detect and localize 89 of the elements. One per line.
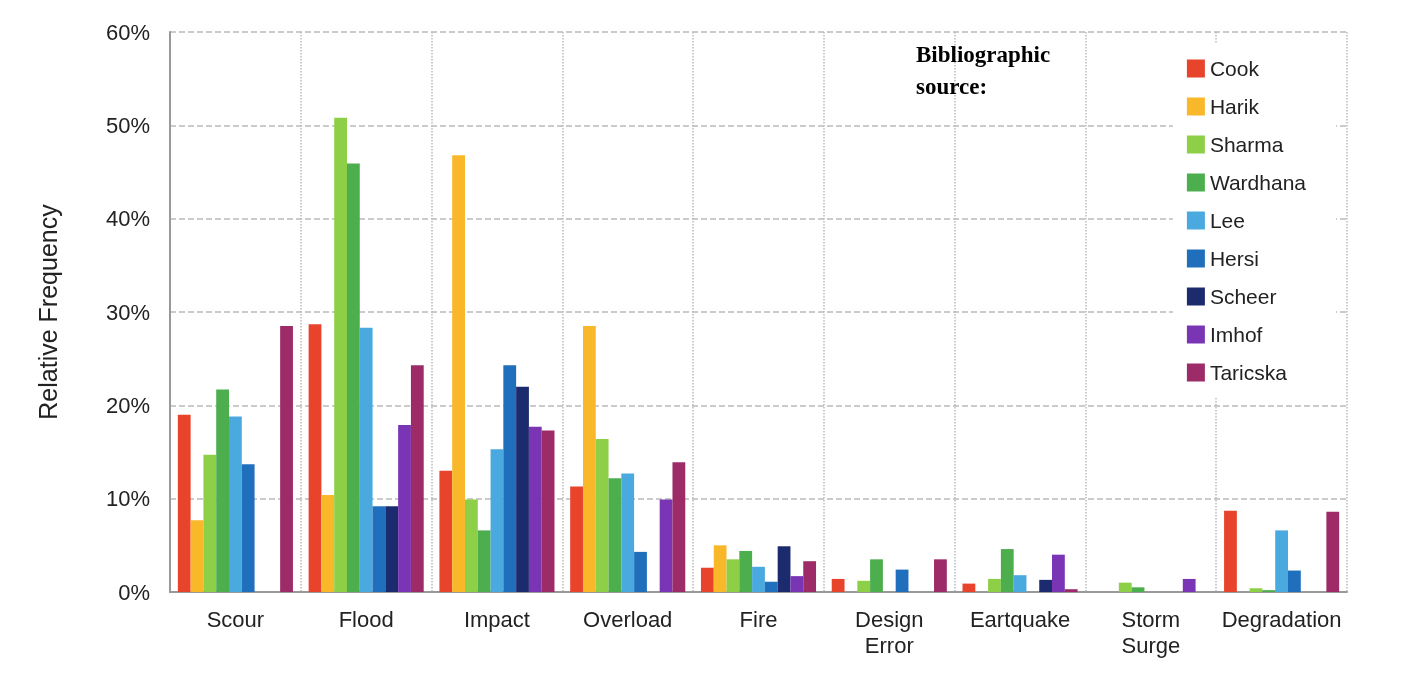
y-tick-label: 20% bbox=[105, 392, 150, 418]
bar bbox=[385, 506, 399, 592]
bar bbox=[1249, 588, 1263, 592]
legend-label: Imhof bbox=[1209, 323, 1263, 346]
bar bbox=[1288, 570, 1301, 592]
bar bbox=[439, 470, 453, 592]
bar bbox=[1052, 554, 1065, 592]
x-tick-label: Overload bbox=[583, 606, 673, 632]
bar bbox=[1131, 587, 1145, 592]
bar bbox=[1064, 589, 1078, 592]
bar bbox=[1275, 530, 1288, 592]
bar bbox=[241, 464, 255, 592]
legend-title: Bibliographic source: bbox=[916, 41, 1056, 99]
x-tick-label: Design Error bbox=[855, 606, 924, 658]
bar bbox=[541, 430, 555, 592]
bar bbox=[870, 559, 883, 592]
bar bbox=[490, 449, 504, 592]
x-tick-label: Fire bbox=[739, 606, 778, 632]
bar bbox=[216, 389, 229, 592]
x-tick-label: Eartquake bbox=[969, 606, 1071, 632]
x-tick-label: Scour bbox=[206, 606, 265, 632]
bar bbox=[934, 559, 947, 592]
legend-label: Cook bbox=[1209, 57, 1260, 80]
x-tick-label: Impact bbox=[463, 606, 530, 632]
bar bbox=[516, 386, 529, 592]
bar bbox=[790, 576, 804, 592]
bar bbox=[752, 566, 765, 592]
bar bbox=[595, 438, 609, 592]
legend-label: Harik bbox=[1209, 95, 1260, 118]
bar bbox=[726, 559, 740, 592]
y-tick-label: 30% bbox=[105, 299, 150, 325]
bar bbox=[321, 494, 335, 592]
bar bbox=[203, 454, 217, 592]
bar bbox=[477, 530, 491, 592]
bar bbox=[582, 326, 596, 592]
bar bbox=[177, 414, 191, 592]
bar bbox=[962, 583, 976, 592]
bar bbox=[739, 550, 753, 592]
bar bbox=[700, 567, 714, 592]
bar bbox=[229, 416, 242, 592]
bar bbox=[634, 551, 647, 592]
bar bbox=[464, 499, 478, 592]
legend-label: Hersi bbox=[1209, 247, 1259, 270]
bar bbox=[764, 581, 778, 592]
bar bbox=[895, 569, 909, 592]
y-tick-label: 10% bbox=[105, 486, 150, 512]
bar bbox=[672, 462, 686, 592]
bar bbox=[1013, 575, 1027, 592]
bar bbox=[346, 163, 360, 592]
bar bbox=[659, 499, 673, 592]
bar bbox=[1182, 578, 1196, 592]
legend-label: Wardhana bbox=[1209, 171, 1307, 194]
x-tick-label: Storm Surge bbox=[1121, 606, 1181, 658]
legend-label: Scheer bbox=[1209, 285, 1277, 308]
bar bbox=[831, 578, 845, 592]
legend-label: Taricska bbox=[1209, 361, 1288, 384]
y-tick-label: 50% bbox=[105, 112, 150, 138]
bar bbox=[410, 365, 424, 592]
y-tick-label: 0% bbox=[118, 579, 150, 605]
bar bbox=[1224, 510, 1237, 592]
bar bbox=[1000, 549, 1014, 592]
bar bbox=[1118, 582, 1132, 592]
bar bbox=[803, 561, 817, 592]
bar bbox=[621, 473, 635, 592]
y-tick-label: 60% bbox=[105, 19, 150, 45]
bar bbox=[372, 506, 386, 592]
bar bbox=[280, 326, 293, 592]
bar bbox=[452, 155, 465, 592]
legend-label: Lee bbox=[1209, 209, 1245, 232]
bar bbox=[608, 478, 622, 592]
bar bbox=[503, 365, 517, 592]
bar bbox=[190, 520, 204, 592]
bar bbox=[570, 486, 583, 592]
bar bbox=[398, 424, 411, 592]
y-tick-label: 40% bbox=[105, 206, 150, 232]
x-tick-label: Flood bbox=[338, 606, 394, 632]
bar bbox=[1326, 511, 1340, 592]
x-tick-label: Degradation bbox=[1221, 606, 1342, 632]
bar bbox=[857, 580, 871, 592]
bar bbox=[334, 117, 347, 592]
bar bbox=[988, 578, 1001, 592]
bar bbox=[777, 546, 791, 592]
y-axis-title: Relative Frequency bbox=[33, 203, 62, 420]
bar bbox=[713, 545, 727, 592]
bar bbox=[1039, 579, 1053, 592]
bar bbox=[528, 426, 542, 592]
bar bbox=[308, 324, 322, 592]
legend-label: Sharma bbox=[1209, 133, 1284, 156]
bar bbox=[359, 327, 373, 592]
